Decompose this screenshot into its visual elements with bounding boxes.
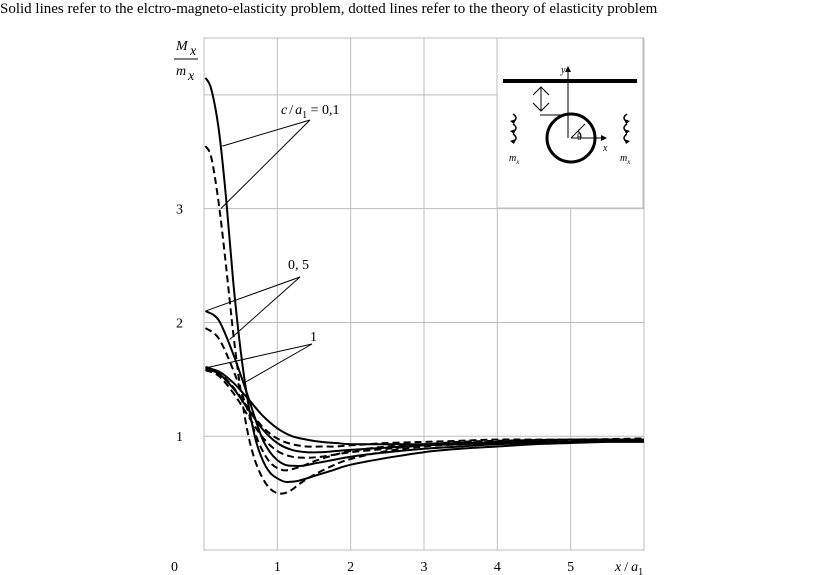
- x-tick-labels: 0 1 2 3 4 5: [171, 560, 574, 575]
- x-tick-label-3: 3: [421, 560, 428, 575]
- x-tick-label-1: 1: [274, 560, 281, 575]
- x-tick-label-4: 4: [494, 560, 501, 575]
- y-label-num-sub: x: [189, 44, 197, 59]
- leader-c1-1: [244, 343, 313, 384]
- inset-moment-right-icon: [623, 113, 630, 144]
- moment-right-head-2-icon: [624, 129, 630, 134]
- inset-y-label: y: [560, 65, 566, 76]
- leader-c01-0: [222, 119, 311, 147]
- y-axis-label: M x m x: [174, 39, 198, 84]
- moment-right-head-3-icon: [624, 139, 630, 144]
- y-tick-label-3: 3: [176, 203, 183, 218]
- ann-c-eq: = 0,1: [307, 103, 339, 118]
- x-axis-label: x / a1: [614, 560, 643, 575]
- x-tick-label-2: 2: [347, 560, 354, 575]
- figure-caption: Solid lines refer to the elctro-magneto-…: [0, 1, 658, 17]
- leader-c05-1: [229, 276, 301, 340]
- inset-moment-left-label: mx: [509, 153, 520, 166]
- series-line-3: [204, 327, 645, 472]
- inset-schematic: y x θ mx mx: [496, 37, 644, 209]
- moment-left-head-3-icon: [510, 139, 516, 144]
- y-tick-label-1: 1: [176, 430, 183, 445]
- leader-c1-0: [205, 343, 313, 369]
- inset-moment-left-sub: x: [515, 158, 520, 166]
- inset-theta-label: θ: [577, 132, 582, 143]
- ann-c-sep: /: [289, 103, 293, 118]
- inset-moment-right-var: m: [620, 153, 627, 164]
- y-label-den-sub: x: [187, 69, 195, 84]
- ann-c-var: c: [281, 103, 288, 118]
- inset-distance-head-top-icon: [532, 86, 550, 96]
- ann-c-sub: 1: [302, 110, 307, 121]
- moment-right-head-1-icon: [624, 119, 630, 124]
- inset-x-arrow-icon: [601, 135, 607, 141]
- leader-c05-0: [205, 276, 301, 312]
- annotation-c-0-1: c / a1 = 0,1: [281, 103, 340, 121]
- y-label-num-var: M: [175, 39, 189, 54]
- series-line-6: [205, 368, 645, 454]
- x-label-sym: a: [631, 560, 638, 575]
- inset-frame: [496, 37, 644, 209]
- annotation-1: 1: [310, 330, 317, 345]
- inset-distance-head-bottom-icon: [532, 102, 550, 112]
- series-line-0: [204, 77, 645, 484]
- inset-moment-left-var: m: [509, 153, 516, 164]
- inset-y-arrow-icon: [565, 66, 571, 72]
- series-line-7: [205, 369, 645, 459]
- annotation-0-5: 0, 5: [288, 258, 309, 273]
- inset-moment-right-label: mx: [620, 153, 631, 166]
- x-label-var: x: [614, 560, 622, 575]
- annotation-leaders: [205, 119, 313, 384]
- x-tick-label-0: 0: [171, 560, 178, 575]
- x-label-sub: 1: [638, 567, 643, 575]
- series-line-1: [204, 145, 644, 495]
- x-tick-label-5: 5: [567, 560, 574, 575]
- y-tick-labels: 1 2 3: [176, 203, 183, 446]
- ann-c-sym: a: [295, 103, 302, 118]
- moment-left-head-1-icon: [510, 119, 516, 124]
- inset-x-label: x: [602, 143, 608, 154]
- x-label-sep: /: [624, 560, 628, 575]
- inset-angle-arc: [577, 130, 582, 139]
- inset-moment-right-sub: x: [626, 158, 631, 166]
- series-line-4: [205, 367, 645, 446]
- y-label-den-var: m: [176, 64, 186, 79]
- series-line-5: [205, 365, 645, 448]
- y-tick-label-2: 2: [176, 316, 183, 331]
- moment-left-head-2-icon: [510, 129, 516, 134]
- series-group: [204, 77, 645, 495]
- leader-c01-1: [220, 119, 311, 210]
- inset-moment-left-icon: [510, 113, 517, 144]
